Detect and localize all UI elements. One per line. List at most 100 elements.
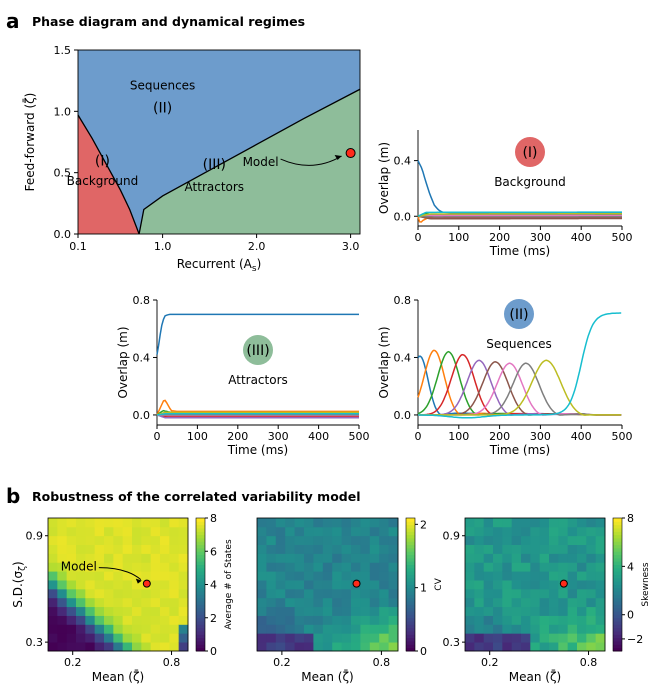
heat-cell [141,526,152,537]
heat-cell [104,526,114,537]
heat-cell [266,633,277,643]
x-tick-label: 2.0 [248,240,266,253]
heat-cell [511,571,522,581]
x-axis-label: Mean (ζ̄) [509,670,561,684]
heat-cell [104,535,114,545]
y-axis-label: Overlap (m) [377,326,391,398]
colorbar-segment [613,557,622,562]
heat-cell [132,571,142,581]
heat-cell [341,580,352,590]
heat-cell [521,544,531,554]
heat-cell [502,580,513,590]
colorbar-segment [406,564,415,569]
heat-cell [586,580,597,590]
heat-cell [511,615,522,625]
heat-cell [586,597,597,608]
heat-cell [57,597,68,608]
series-line-7 [417,214,622,218]
heat-cell [85,571,96,581]
heat-cell [351,526,361,537]
heat-cell [257,518,267,528]
heat-cell [257,597,267,608]
heat-cell [169,571,180,581]
heat-cell [595,606,606,616]
heat-cell [94,571,105,581]
heat-cell [549,606,559,616]
heat-cell [465,553,475,563]
heat-cell [76,588,86,599]
sequences-badge-numeral: (II) [509,307,528,323]
heat-cell [483,615,494,625]
heat-cell [341,553,352,563]
heat-cell [57,606,68,616]
heat-cell [379,526,389,537]
heat-cell [85,615,96,625]
heat-cell [66,518,77,528]
heat-cell [57,580,68,590]
colorbar-segment [613,547,622,552]
heat-cell [304,526,314,537]
y-tick-label: 0.4 [133,351,151,364]
heat-cell [502,562,513,572]
heat-cell [122,606,133,616]
heat-cell [94,562,105,572]
heat-cell [266,642,277,652]
heat-cell [94,580,105,590]
heat-cell [558,526,569,537]
heat-cell [313,553,324,563]
colorbar-tick-label: 0 [627,609,634,622]
colorbar-segment [196,637,205,642]
heat-cell [567,580,578,590]
heat-cell [160,606,170,616]
panel-a-letter: a [6,9,20,33]
heat-cell [521,633,531,643]
heat-cell [94,544,105,554]
heat-cell [539,597,550,608]
x-axis-label: Recurrent (As) [177,257,262,274]
heat-cell [169,562,180,572]
heat-cell [530,526,541,537]
heat-cell [341,588,352,599]
heat-cell [275,633,286,643]
heat-cell [360,571,371,581]
y-tick-label: 1.5 [54,44,72,57]
heat-cell [313,642,324,652]
heat-cell [160,526,170,537]
attractors-badge [243,335,273,365]
heat-cell [539,580,550,590]
colorbar-segment [406,624,415,629]
heat-cell [178,597,189,608]
colorbar-segment [406,557,415,562]
heat-cell [66,606,77,616]
heat-cell [530,624,541,634]
colorbar-segment [196,518,205,522]
heat-cell [577,624,587,634]
heat-cell [113,544,124,554]
heat-cell [530,544,541,554]
heat-cell [313,588,324,599]
heat-cell [132,535,142,545]
heat-cell [379,606,389,616]
heat-cell [493,615,503,625]
heat-cell [141,606,152,616]
colorbar-segment [406,554,415,559]
heat-cell [549,562,559,572]
colorbar-segment [196,567,205,572]
heat-cell [332,597,342,608]
heat-cell [85,544,96,554]
heat-cell [577,606,587,616]
colorbar-segment [406,581,415,585]
heat-cell [360,606,371,616]
heat-cell [369,562,380,572]
heat-cell [66,597,77,608]
heat-cell [141,633,152,643]
heat-cell [483,580,494,590]
heat-cell [85,553,96,563]
heat-cell [577,571,587,581]
heat-cell [502,597,513,608]
heat-cell [567,633,578,643]
colorbar-segment [196,547,205,552]
heat-cell [530,606,541,616]
colorbar-segment [406,607,415,612]
heat-cell [285,535,295,545]
